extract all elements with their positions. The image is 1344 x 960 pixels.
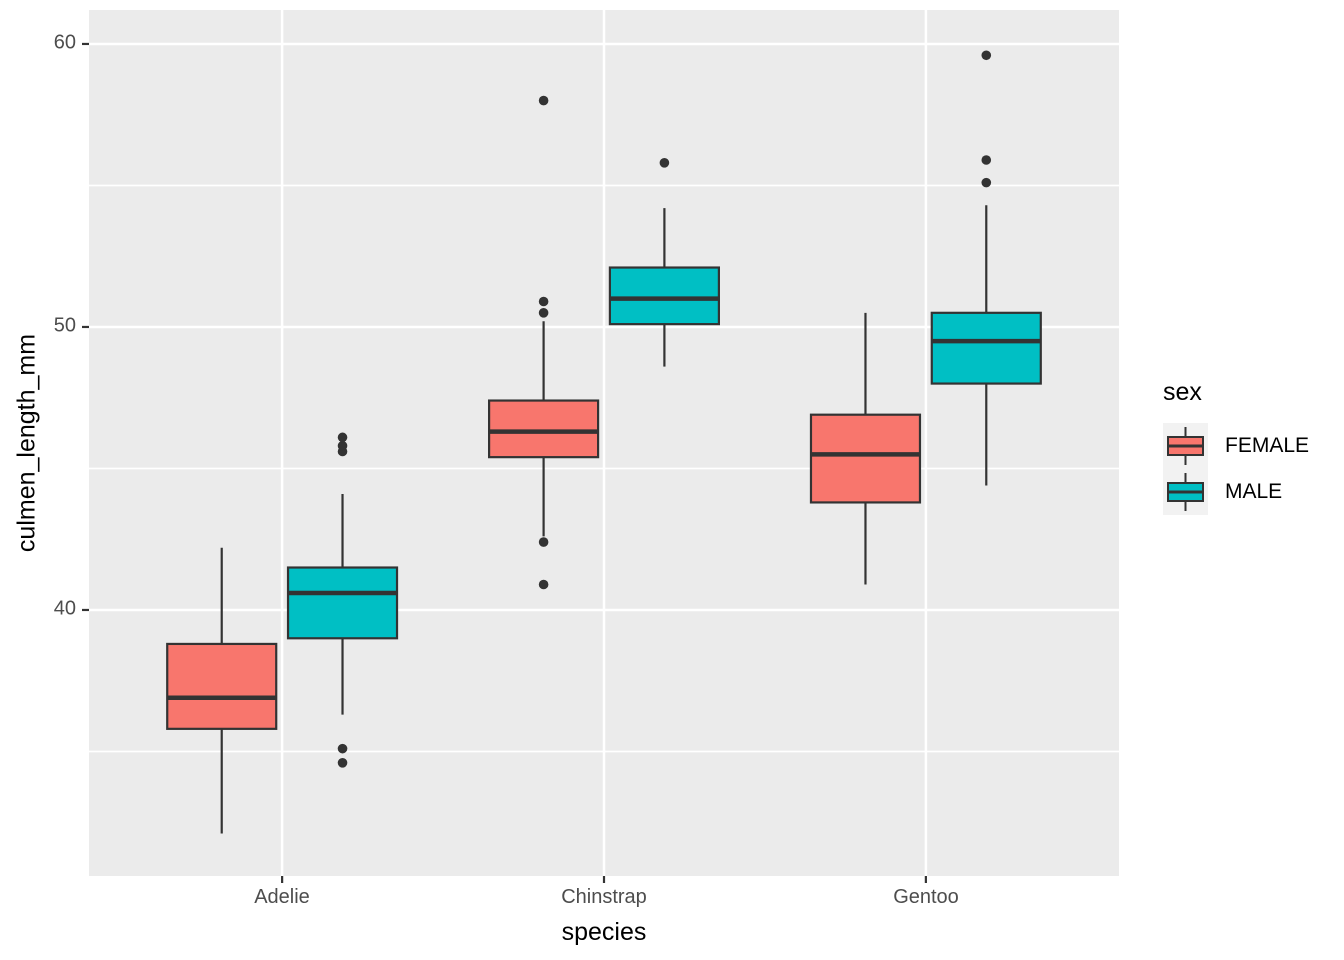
box-female-adelie — [166, 642, 278, 730]
x-axis-title: species — [561, 918, 647, 946]
x-tick-label-gentoo: Gentoo — [893, 886, 959, 908]
legend: sex FEMALE MALE — [1163, 378, 1309, 515]
outlier-point-male-chinstrap — [659, 158, 670, 168]
outlier-point-female-chinstrap — [538, 296, 549, 307]
outlier-point-male-gentoo — [981, 155, 992, 165]
y-tick-label-60: 60 — [53, 31, 76, 54]
box-female-gentoo — [809, 413, 922, 504]
legend-label-male: MALE — [1225, 480, 1283, 503]
outlier-point-female-chinstrap — [538, 308, 549, 318]
legend-item-female: FEMALE — [1163, 423, 1309, 469]
legend-item-male: MALE — [1163, 469, 1309, 515]
outlier-point-male-adelie — [337, 441, 348, 451]
y-tick-label-50: 50 — [53, 314, 76, 337]
outlier-point-female-chinstrap — [538, 95, 549, 106]
legend-title: sex — [1163, 378, 1202, 406]
legend-label-female: FEMALE — [1225, 434, 1310, 457]
box-male-gentoo — [930, 311, 1042, 385]
outlier-point-male-gentoo — [981, 50, 992, 61]
y-axis-title: culmen_length_mm — [12, 333, 41, 553]
x-tick-label-chinstrap: Chinstrap — [561, 886, 647, 908]
outlier-point-male-adelie — [337, 432, 348, 443]
outlier-point-male-adelie — [337, 743, 348, 754]
box-female-chinstrap — [488, 399, 600, 459]
legend-key-female-boxplot-icon — [1163, 423, 1208, 469]
outlier-point-male-gentoo — [981, 177, 992, 188]
outlier-point-female-chinstrap — [538, 579, 549, 590]
box-male-adelie — [286, 566, 399, 640]
outlier-point-male-adelie — [337, 757, 348, 768]
y-tick-label-40: 40 — [53, 597, 76, 620]
box-male-chinstrap — [608, 266, 721, 326]
outlier-point-female-chinstrap — [538, 537, 549, 547]
x-tick-label-adelie: Adelie — [254, 886, 310, 908]
legend-key-male-boxplot-icon — [1163, 469, 1208, 515]
